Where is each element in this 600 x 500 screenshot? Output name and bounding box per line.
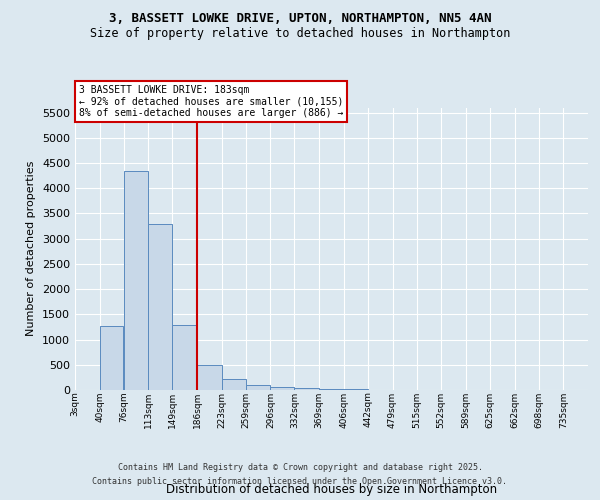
Bar	[295, 388, 319, 390]
Text: Contains HM Land Registry data © Crown copyright and database right 2025.: Contains HM Land Registry data © Crown c…	[118, 464, 482, 472]
Y-axis label: Number of detached properties: Number of detached properties	[26, 161, 37, 336]
Text: Contains public sector information licensed under the Open Government Licence v3: Contains public sector information licen…	[92, 477, 508, 486]
Bar	[222, 379, 245, 390]
Bar	[319, 389, 344, 390]
Bar	[172, 325, 197, 390]
Bar	[100, 326, 124, 390]
Text: Size of property relative to detached houses in Northampton: Size of property relative to detached ho…	[90, 28, 510, 40]
Bar	[124, 170, 148, 390]
Text: 3 BASSETT LOWKE DRIVE: 183sqm
← 92% of detached houses are smaller (10,155)
8% o: 3 BASSETT LOWKE DRIVE: 183sqm ← 92% of d…	[79, 85, 343, 118]
Bar	[197, 365, 221, 390]
Text: 3, BASSETT LOWKE DRIVE, UPTON, NORTHAMPTON, NN5 4AN: 3, BASSETT LOWKE DRIVE, UPTON, NORTHAMPT…	[109, 12, 491, 26]
X-axis label: Distribution of detached houses by size in Northampton: Distribution of detached houses by size …	[166, 484, 497, 496]
Bar	[148, 224, 172, 390]
Bar	[271, 387, 294, 390]
Bar	[246, 386, 270, 390]
